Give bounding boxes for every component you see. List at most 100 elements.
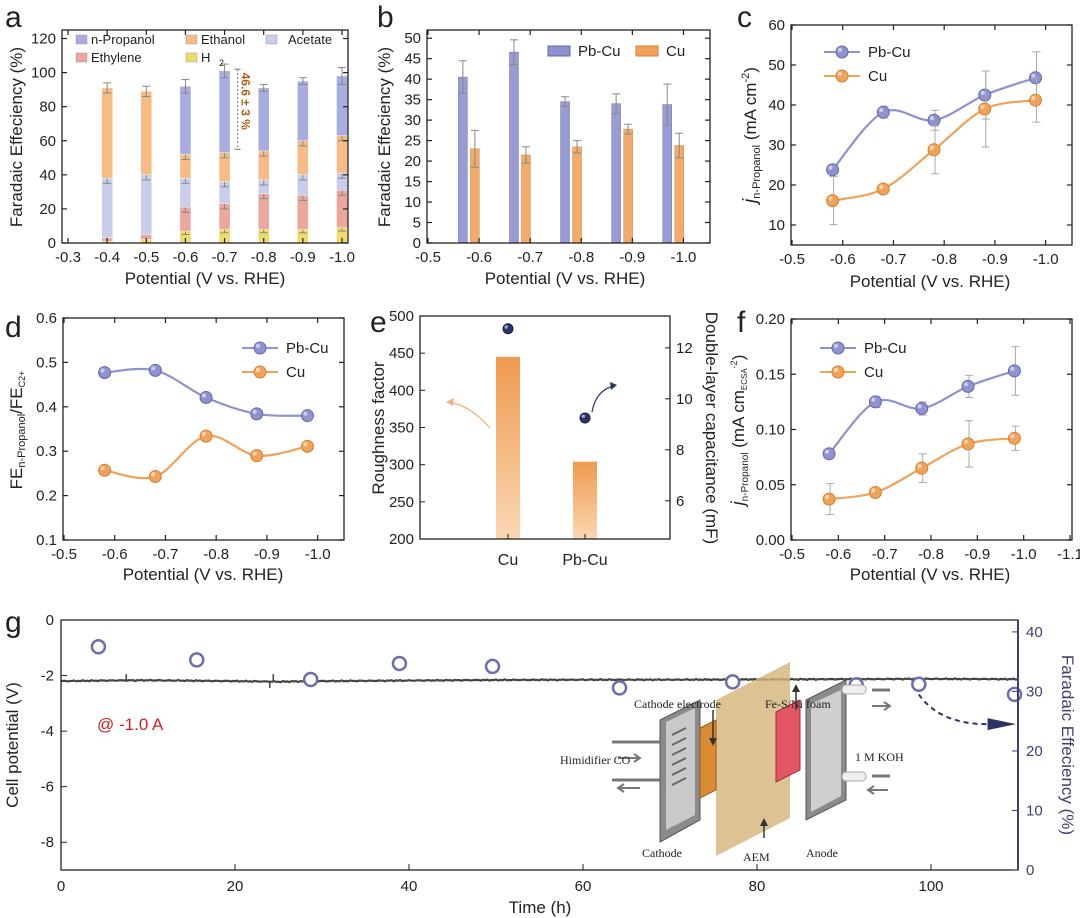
bar-ethanol: [101, 87, 113, 179]
d-point-cu-highlight: [151, 472, 156, 477]
d-cu-legend-marker: [253, 365, 267, 379]
g-cell-potential-line: [60, 677, 1019, 684]
e-ytick-label-right: 6: [676, 493, 684, 510]
g-ytick-label-right: 10: [1026, 802, 1043, 819]
a-legend-swatch-h2: [185, 52, 198, 63]
g-fe-point: [90, 639, 107, 655]
e-y-title-right: Double-layer capacitance (mF): [702, 312, 721, 544]
panel-b-letter: b: [377, 1, 394, 34]
g-ytick-label-right: 40: [1026, 624, 1043, 641]
f-ytick-label: 0.15: [756, 366, 785, 383]
d-point-cu-highlight: [252, 451, 257, 456]
c-ytick-label: 50: [768, 57, 785, 74]
d-xtick-label: -1.0: [305, 546, 331, 563]
g-fe-point: [302, 671, 319, 688]
a-legend-h2-sub: 2: [219, 58, 224, 68]
d-xtick-label: -0.6: [102, 546, 128, 563]
label-aem: AEM: [743, 850, 770, 864]
d-y-title-part: /FE: [7, 387, 26, 413]
f-point-cu: [915, 461, 929, 475]
d-cu-legend-marker-highlight: [255, 367, 260, 372]
c-pbcu-legend-marker-highlight: [837, 47, 843, 53]
f-point-pbcu-highlight: [824, 449, 830, 454]
e-arrow-right-head: [610, 382, 617, 390]
panel-d: -0.5 -0.6 -0.7 -0.8 -0.9 -1.0 0.1 0.2 0.3 0.4 0.5 0…: [7, 310, 345, 584]
e-point-capacitance-highlight: [581, 414, 585, 418]
cell-schematic: Cathode electrode Fe-S/Ni foam Himidifie…: [560, 662, 904, 864]
label-cathode-electrode: Cathode electrode: [634, 697, 721, 711]
anode-tube-top: [841, 684, 867, 695]
d-ytick-label: 0.1: [36, 532, 57, 549]
b-legend-label-cu: Cu: [666, 43, 685, 60]
d-ytick-label: 0.4: [36, 399, 57, 416]
g-ytick-label: -2: [41, 668, 54, 685]
f-point-pbcu-highlight: [1010, 366, 1015, 371]
a-ytick-label: 20: [39, 201, 56, 218]
f-point-cu: [961, 437, 975, 451]
b-xtick-label: -0.7: [517, 249, 543, 266]
c-ytick-label: 20: [768, 177, 785, 194]
g-xtick-label: 40: [401, 878, 418, 895]
g-ytick-label-right: 30: [1026, 683, 1043, 700]
e-arrow-left: [447, 401, 491, 429]
a-legend-swatch-ethanol: [185, 34, 198, 45]
c-point-cu-highlight: [980, 104, 985, 109]
a-frame: [61, 29, 349, 244]
d-point-cu: [300, 439, 314, 453]
b-xtick-label: -1.0: [671, 249, 697, 266]
c-point-cu: [927, 143, 941, 157]
b-ytick-label: 35: [404, 92, 421, 109]
d-xtick-label: -0.9: [254, 546, 280, 563]
a-xtick-label: -1.0: [329, 249, 355, 266]
b-bar-pbcu: [611, 103, 621, 244]
panel-b: -0.5 -0.6 -0.7 -0.8 -0.9 -1.0 0 5 10 15 20 25 30 35 40…: [375, 29, 711, 288]
c-point-cu: [876, 182, 890, 196]
f-point-pbcu: [1007, 364, 1021, 378]
a-annotation: 46.6 ± 3 %: [239, 73, 253, 131]
b-legend-swatch-cu: [635, 45, 659, 57]
panel-e-letter: e: [370, 306, 387, 339]
label-koh: 1 M KOH: [855, 750, 904, 764]
a-legend-label-ethanol: Ethanol: [201, 32, 245, 47]
f-ytick-label: 0.05: [756, 477, 785, 494]
c-frame: [790, 24, 1073, 246]
bar-acetate: [140, 174, 152, 235]
c-x-title: Potential (V vs. RHE): [850, 272, 1011, 291]
b-ytick-label: 45: [404, 51, 421, 68]
d-point-cu-highlight: [303, 442, 308, 447]
a-legend-label-h2: H: [201, 50, 210, 65]
g-annotation: @ -1.0 A: [97, 715, 164, 734]
f-ytick-label: 0.00: [756, 532, 785, 549]
c-point-cu-highlight: [879, 184, 884, 189]
a-x-title: Potential (V vs. RHE): [125, 269, 286, 288]
label-cathode: Cathode: [642, 846, 682, 860]
e-ytick-label: 250: [389, 494, 414, 511]
c-point-cu: [1028, 93, 1042, 107]
label-anode: Anode: [806, 846, 838, 860]
c-point-cu: [978, 102, 992, 116]
b-bar-cu: [521, 154, 531, 244]
e-point-capacitance-highlight: [504, 325, 508, 329]
d-point-cu: [250, 449, 264, 463]
f-point-pbcu-highlight: [963, 382, 969, 387]
g-y-title-right: Faradaic Effeciency (%): [1058, 655, 1077, 835]
c-xtick-label: -0.5: [779, 251, 805, 268]
e-point-capacitance: [502, 323, 514, 335]
a-ytick-label: 120: [31, 31, 56, 48]
a-ytick-label: 40: [39, 167, 56, 184]
a-xtick-label: -0.9: [290, 249, 316, 266]
g-dashed-arrow-head: [987, 718, 1016, 731]
g-y-title: Cell potential (V): [3, 682, 22, 808]
label-humidifier: Himidifier CO: [560, 753, 631, 767]
c-y-title: jn-Propanol (mA cm-2): [740, 67, 763, 206]
d-cu-legend-label: Cu: [286, 364, 305, 381]
e-ytick-label: 200: [389, 531, 414, 548]
aem-membrane: [716, 662, 790, 856]
f-point-cu: [868, 485, 882, 499]
d-ytick-label: 0.6: [36, 310, 57, 327]
bar-acetate: [101, 178, 113, 239]
d-point-pbcu: [300, 409, 314, 423]
f-y-title-part: -2: [729, 360, 739, 368]
f-point-cu-highlight: [824, 494, 830, 500]
fe-s-ni-foam: [775, 699, 801, 783]
